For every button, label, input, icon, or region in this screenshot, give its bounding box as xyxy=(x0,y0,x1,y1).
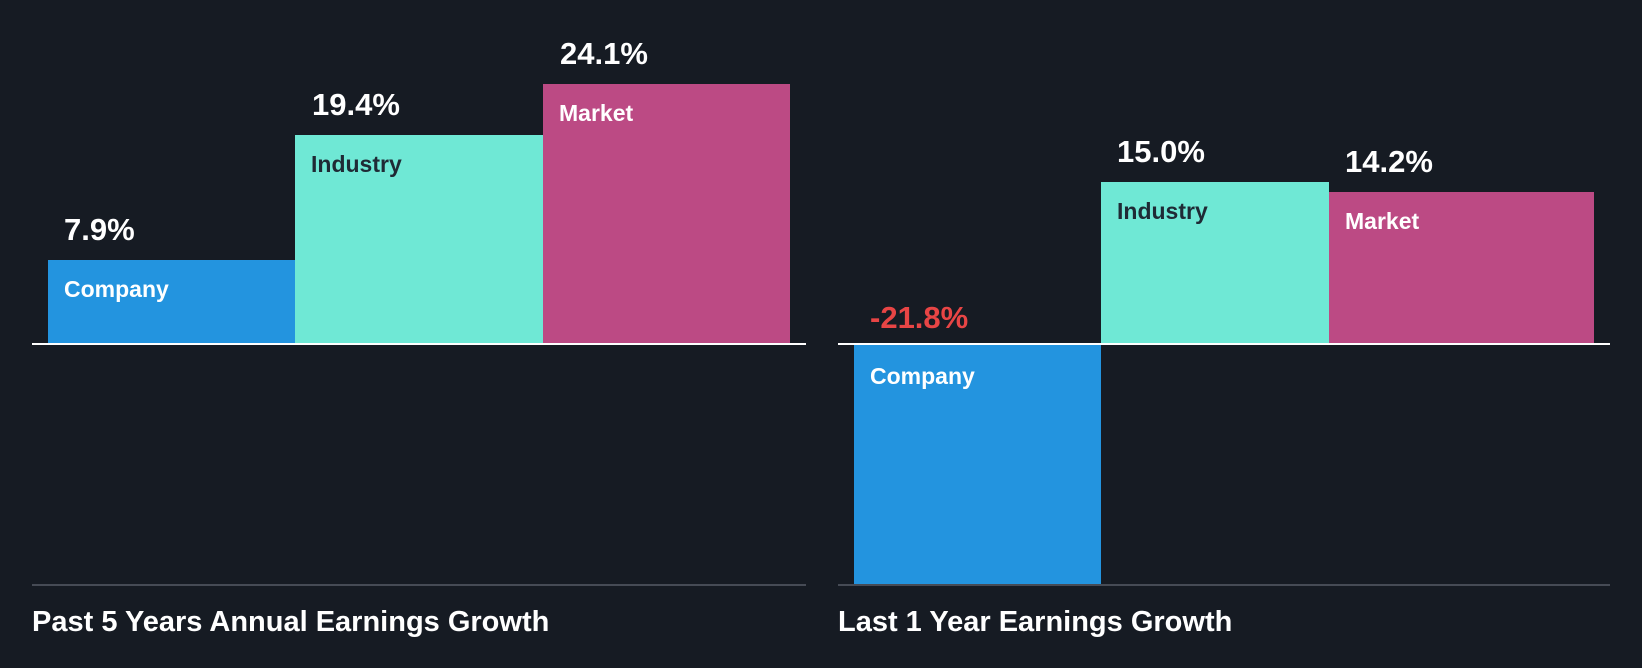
value-company-5y: 7.9% xyxy=(64,212,135,247)
bar-label-industry: Industry xyxy=(311,151,402,177)
bar-label-company: Company xyxy=(64,276,169,302)
chart-past-5-years: Company Industry Market 7.9% 19.4% 24.1%… xyxy=(0,0,820,668)
value-market-5y: 24.1% xyxy=(560,36,648,71)
value-industry-5y: 19.4% xyxy=(312,87,400,122)
zero-baseline xyxy=(838,343,1610,345)
bar-company-1y: Company xyxy=(854,345,1101,585)
chart-title: Past 5 Years Annual Earnings Growth xyxy=(32,606,550,638)
axis-floor xyxy=(32,584,806,586)
axis-floor xyxy=(838,584,1610,586)
value-industry-1y: 15.0% xyxy=(1117,134,1205,169)
bar-company-5y: Company xyxy=(48,260,295,344)
value-market-1y: 14.2% xyxy=(1345,144,1433,179)
bar-label-company: Company xyxy=(870,363,975,389)
zero-baseline xyxy=(32,343,806,345)
bar-label-market: Market xyxy=(559,100,634,126)
chart-title: Last 1 Year Earnings Growth xyxy=(838,606,1233,638)
value-company-1y: -21.8% xyxy=(870,300,969,335)
bar-industry-1y: Industry xyxy=(1101,182,1329,344)
bar-market-1y: Market xyxy=(1329,192,1594,344)
bar-industry-5y: Industry xyxy=(295,135,543,344)
bar-market-5y: Market xyxy=(543,84,790,344)
bar-label-market: Market xyxy=(1345,208,1420,234)
bar-label-industry: Industry xyxy=(1117,198,1208,224)
